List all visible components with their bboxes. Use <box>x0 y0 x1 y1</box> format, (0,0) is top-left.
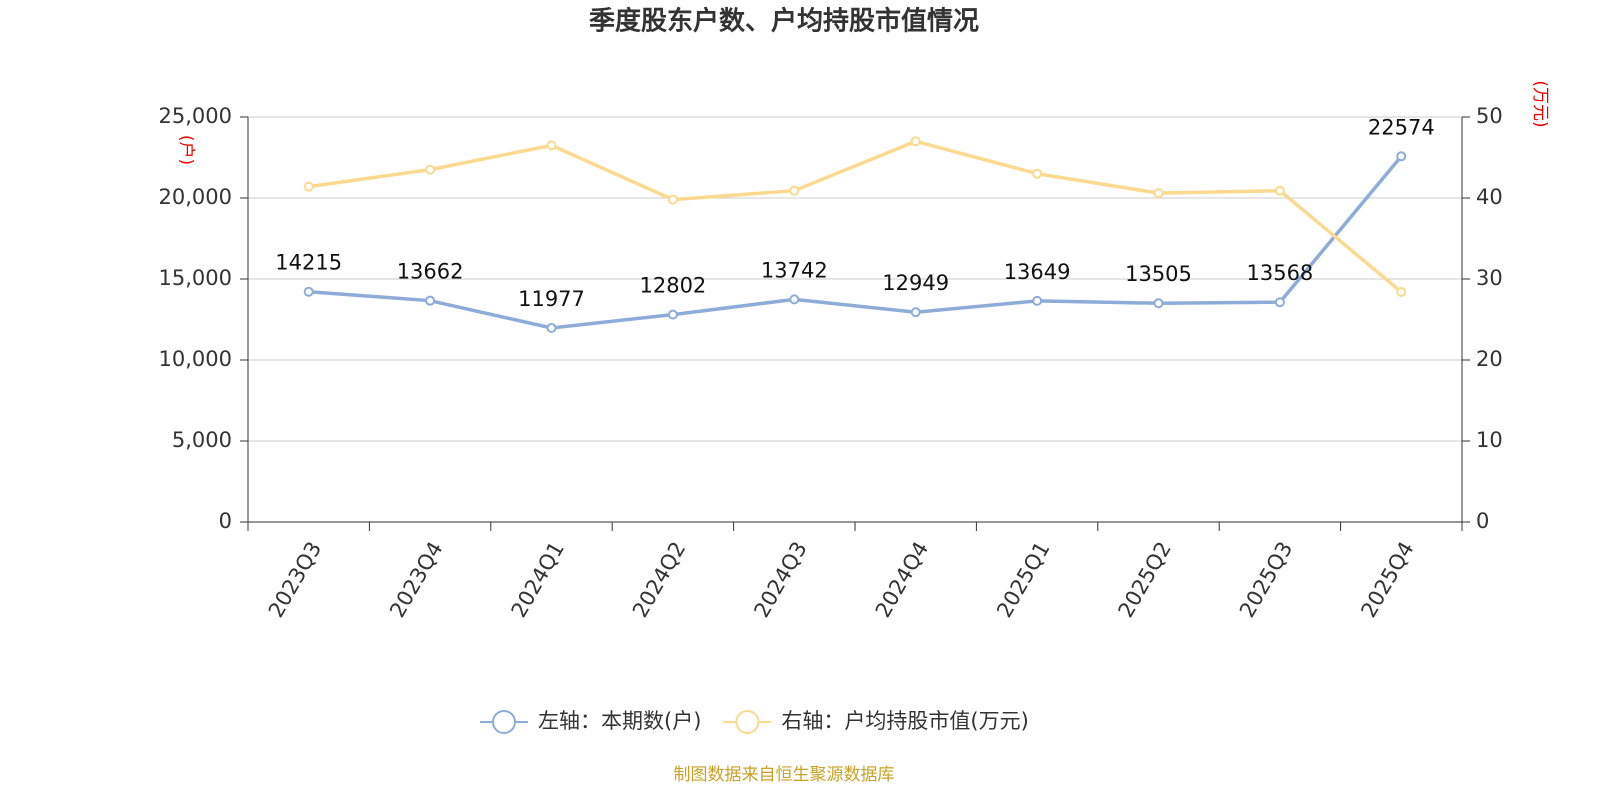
y2-tick-label: 0 <box>1476 509 1489 533</box>
data-point <box>546 322 557 333</box>
y2-tick-label: 40 <box>1476 185 1503 209</box>
data-point <box>1396 151 1407 162</box>
data-point <box>1274 185 1285 196</box>
data-point <box>425 295 436 306</box>
data-label: 22574 <box>1368 115 1435 139</box>
source-note: 制图数据来自恒生聚源数据库 <box>674 765 895 785</box>
data-label: 14215 <box>275 251 342 275</box>
y-tick-label: 25,000 <box>159 104 232 128</box>
x-tick-label: 2023Q4 <box>385 538 447 622</box>
y2-tick-label: 30 <box>1476 266 1503 290</box>
data-point <box>303 286 314 297</box>
data-label: 13742 <box>761 258 828 282</box>
y-tick-label: 20,000 <box>159 185 232 209</box>
data-point <box>546 140 557 151</box>
y-tick-label: 0 <box>219 509 232 533</box>
y2-axis-label: (万元) <box>1530 80 1550 127</box>
chart-title: 季度股东户数、户均持股市值情况 <box>589 6 979 37</box>
x-tick-label: 2023Q3 <box>264 538 326 622</box>
x-tick-label: 2024Q3 <box>749 538 811 622</box>
y-tick-label: 10,000 <box>159 347 232 371</box>
data-point <box>1153 188 1164 199</box>
data-label: 13568 <box>1246 261 1313 285</box>
y-tick-label: 15,000 <box>159 266 232 290</box>
data-point <box>1032 168 1043 179</box>
x-tick-label: 2024Q4 <box>871 538 933 622</box>
data-label: 12802 <box>639 274 706 298</box>
x-tick-label: 2024Q1 <box>507 538 569 622</box>
y2-tick-label: 20 <box>1476 347 1503 371</box>
series-line <box>308 139 1403 294</box>
legend-marker <box>492 710 516 734</box>
data-point <box>1032 295 1043 306</box>
x-tick-label: 2025Q1 <box>992 538 1054 622</box>
data-point <box>910 136 921 147</box>
data-point <box>303 181 314 192</box>
y2-tick-label: 50 <box>1476 104 1503 128</box>
x-tick-label: 2025Q4 <box>1356 538 1418 622</box>
x-tick-label: 2025Q2 <box>1114 538 1176 622</box>
data-label: 11977 <box>518 287 585 311</box>
data-point <box>1153 298 1164 309</box>
data-label: 12949 <box>882 271 949 295</box>
data-label: 13662 <box>397 260 464 284</box>
data-point <box>667 309 678 320</box>
data-point <box>667 194 678 205</box>
data-point <box>910 307 921 318</box>
x-tick-label: 2024Q2 <box>628 538 690 622</box>
data-label: 13505 <box>1125 262 1192 286</box>
y-axis-label: (户) <box>176 135 196 165</box>
data-point <box>789 294 800 305</box>
y2-tick-label: 10 <box>1476 428 1503 452</box>
y-tick-label: 5,000 <box>172 428 232 452</box>
x-tick-label: 2025Q3 <box>1235 538 1297 622</box>
series-line <box>308 155 1403 330</box>
data-point <box>1396 286 1407 297</box>
data-point <box>789 185 800 196</box>
legend-label: 右轴：户均持股市值(万元) <box>781 709 1028 733</box>
legend-label: 左轴：本期数(户) <box>538 709 701 733</box>
data-label: 13649 <box>1004 260 1071 284</box>
legend-marker <box>735 710 760 734</box>
data-point <box>425 164 436 175</box>
data-point <box>1274 297 1285 308</box>
